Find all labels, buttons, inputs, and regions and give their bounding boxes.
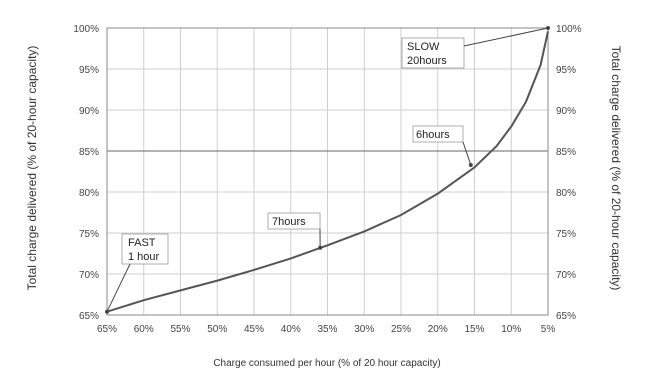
x-tick-label: 50% xyxy=(207,324,227,335)
y-tick-label-left: 75% xyxy=(79,229,99,240)
annotation-box xyxy=(267,212,321,230)
x-axis-title: Charge consumed per hour (% of 20 hour c… xyxy=(213,358,440,369)
y-tick-label-left: 100% xyxy=(73,24,99,35)
annotation-point xyxy=(468,162,473,167)
x-tick-label: 25% xyxy=(391,324,411,335)
y-tick-label-left: 90% xyxy=(79,106,99,117)
annotations: FAST 1 hour 7hours 6hours SLOW 20hours xyxy=(105,26,550,314)
annotation-label: 20hours xyxy=(407,55,447,67)
y-tick-label-right: 65% xyxy=(556,311,576,322)
annotation: 6hours xyxy=(412,125,473,167)
y-tick-label-left: 80% xyxy=(79,188,99,199)
y-tick-label-left: 85% xyxy=(79,147,99,158)
annotation-label: SLOW xyxy=(407,41,440,53)
x-tick-label: 55% xyxy=(170,324,190,335)
annotation: 7hours xyxy=(267,212,323,250)
y-ticks-right: 65% 70% 75% 80% 85% 90% 95% 100% xyxy=(556,24,582,322)
x-tick-label: 30% xyxy=(354,324,374,335)
annotation-pointer xyxy=(462,141,472,166)
annotation-label: 6hours xyxy=(416,129,450,141)
annotation-point xyxy=(318,245,323,250)
annotation-box xyxy=(401,37,465,69)
x-tick-label: 35% xyxy=(317,324,337,335)
grid xyxy=(106,27,549,316)
annotation-pointer xyxy=(106,263,131,312)
y-tick-label-right: 70% xyxy=(556,270,576,281)
y-tick-label-right: 95% xyxy=(556,65,576,76)
x-tick-label: 45% xyxy=(244,324,264,335)
annotation: SLOW 20hours xyxy=(401,26,550,69)
annotation-point xyxy=(105,309,109,314)
y-tick-label-left: 70% xyxy=(79,270,99,281)
x-tick-label: 15% xyxy=(464,324,484,335)
annotation-label: 1 hour xyxy=(128,251,160,263)
x-tick-label: 10% xyxy=(501,324,521,335)
annotation: FAST 1 hour xyxy=(105,233,169,314)
y-tick-label-right: 90% xyxy=(556,106,576,117)
y-tick-label-right: 80% xyxy=(556,188,576,199)
series-group xyxy=(106,31,549,313)
annotation-point xyxy=(546,26,550,30)
y-tick-label-right: 85% xyxy=(556,147,576,158)
annotation-box xyxy=(412,125,464,143)
x-tick-label: 20% xyxy=(428,324,448,335)
x-tick-label: 60% xyxy=(134,324,154,335)
y-tick-label-right: 75% xyxy=(556,229,576,240)
plot-frame xyxy=(106,27,549,316)
annotation-box xyxy=(121,233,169,265)
y-ticks-left: 65% 70% 75% 80% 85% 90% 95% 100% xyxy=(73,24,99,322)
x-tick-label: 65% xyxy=(97,324,117,335)
y-tick-label-right: 100% xyxy=(556,24,582,35)
series-line xyxy=(106,31,549,313)
y-tick-label-left: 95% xyxy=(79,65,99,76)
x-ticks: 65% 60% 55% 50% 45% 40% 35% 30% 25% 20% 15% 10% 5% xyxy=(97,324,555,335)
annotation-label: FAST xyxy=(128,237,156,249)
x-tick-label: 5% xyxy=(541,324,556,335)
y-tick-label-left: 65% xyxy=(79,311,99,322)
annotation-label: 7hours xyxy=(272,216,306,228)
y-axis-title-right: Total charge delivered (% of 20-hour cap… xyxy=(609,46,623,291)
x-tick-label: 40% xyxy=(281,324,301,335)
y-axis-title-left: Total charge delivered (% of 20-hour cap… xyxy=(25,46,39,291)
annotation-pointer xyxy=(463,27,549,47)
